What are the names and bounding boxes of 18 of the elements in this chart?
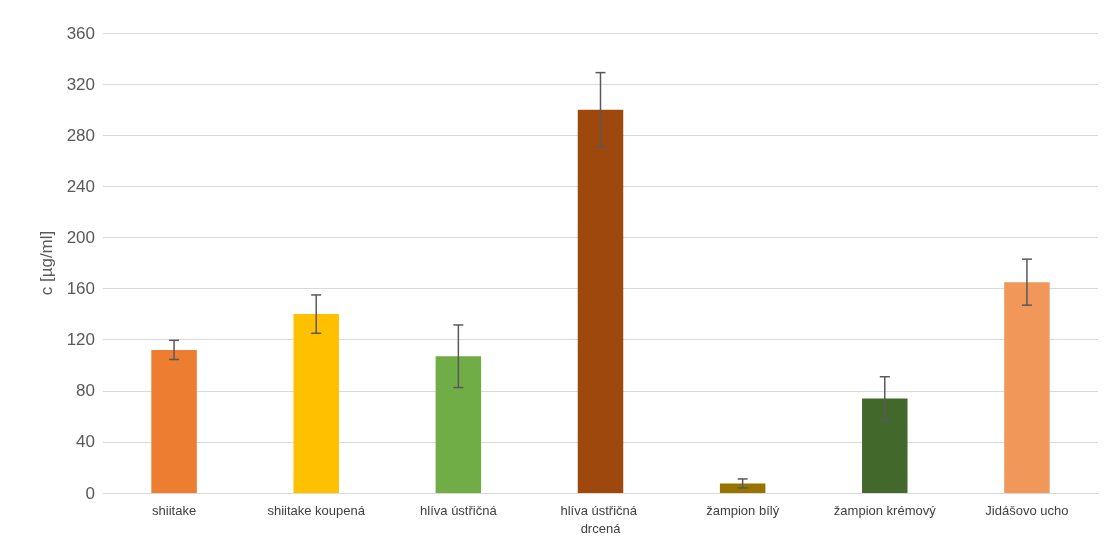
y-tick-label: 0	[85, 483, 95, 503]
y-tick-label: 240	[66, 176, 95, 196]
x-tick-label: Jidášovo ucho	[985, 502, 1069, 518]
x-tick-label: žampion bílý	[706, 502, 780, 518]
x-tick-label: hlíva ústřičná	[420, 502, 498, 518]
x-tick-label: žampion krémový	[833, 502, 937, 518]
y-tick-label: 120	[66, 330, 95, 350]
x-tick-label: shiitake koupená	[267, 502, 366, 518]
x-tick-label: shiitake	[152, 502, 197, 518]
y-tick-label: 200	[66, 227, 95, 247]
y-tick-label: 160	[66, 279, 95, 299]
y-tick-label: 360	[66, 23, 95, 43]
y-axis-title: c [µg/ml]	[37, 230, 56, 296]
y-tick-label: 280	[66, 125, 95, 145]
y-tick-label: 40	[76, 432, 95, 452]
x-tick-label: hlíva ústřičná drcená	[560, 502, 641, 536]
y-tick-label: 80	[76, 381, 95, 401]
y-tick-label: 320	[66, 74, 95, 94]
